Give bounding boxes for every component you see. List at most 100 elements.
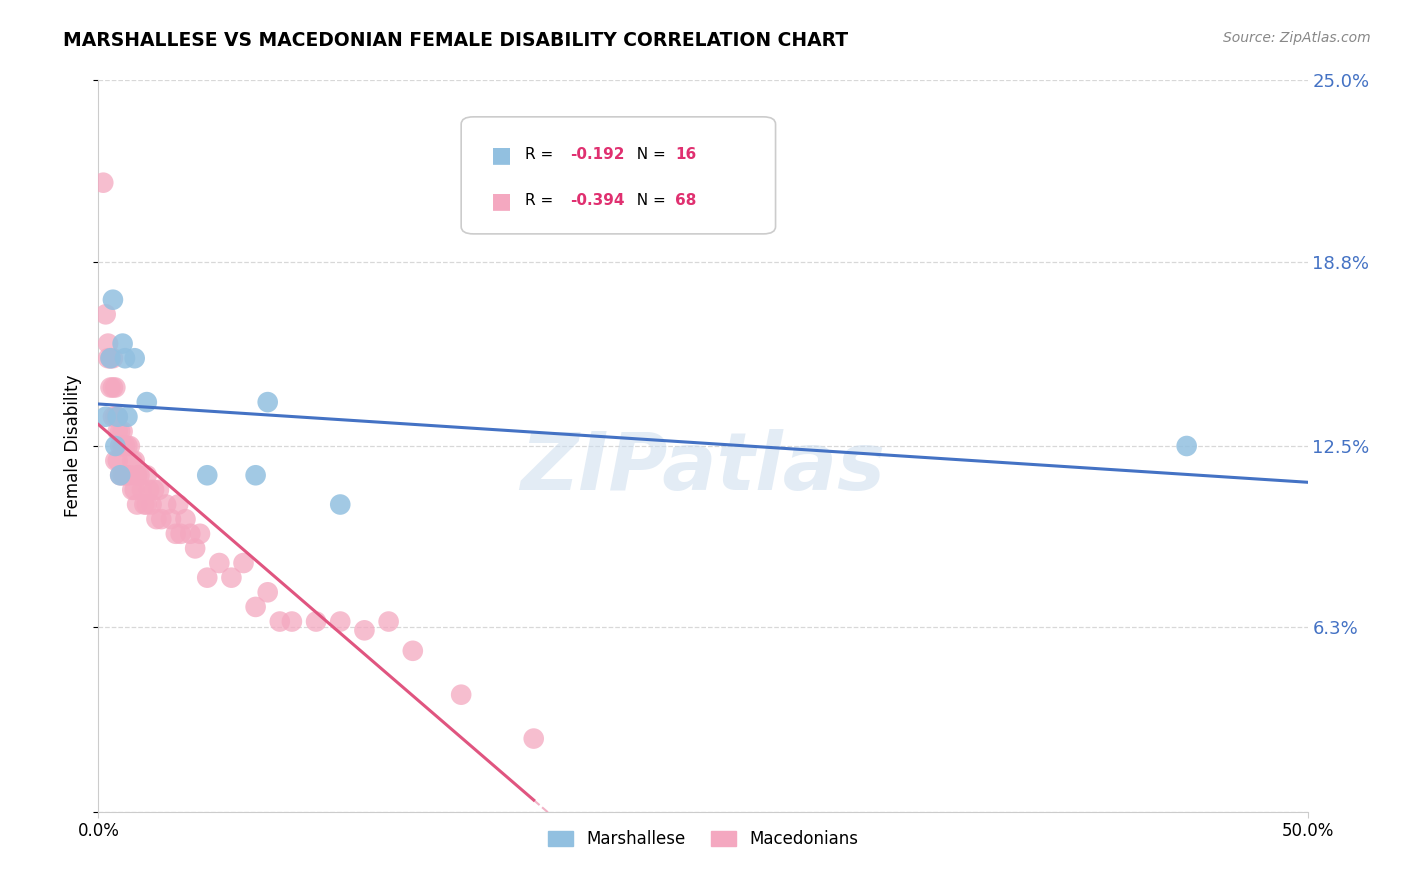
Point: [377, 615, 399, 629]
Point: [523, 731, 546, 746]
Point: [111, 336, 134, 351]
Point: [107, 409, 129, 424]
Point: [329, 498, 352, 512]
Point: [135, 498, 157, 512]
Point: [108, 468, 131, 483]
Point: [111, 439, 134, 453]
Point: [245, 599, 267, 614]
Point: [167, 498, 190, 512]
Point: [141, 498, 163, 512]
Text: 16: 16: [675, 147, 696, 162]
Point: [124, 351, 146, 366]
Point: [107, 409, 129, 424]
FancyBboxPatch shape: [461, 117, 776, 234]
Point: [124, 483, 146, 497]
Point: [108, 468, 131, 483]
Point: [155, 498, 177, 512]
Point: [184, 541, 207, 556]
Point: [127, 498, 149, 512]
Point: [97, 336, 120, 351]
Point: [305, 615, 328, 629]
Point: [100, 351, 122, 366]
Point: [114, 439, 136, 453]
Point: [195, 468, 218, 483]
Point: [104, 380, 127, 394]
Point: [114, 468, 136, 483]
Point: [97, 351, 120, 366]
Point: [131, 483, 153, 497]
Point: [117, 439, 139, 453]
Point: [108, 439, 131, 453]
Point: [118, 468, 141, 483]
Point: [143, 483, 166, 497]
Point: [208, 556, 231, 570]
Point: [150, 512, 173, 526]
Point: [108, 425, 131, 439]
Text: N =: N =: [627, 194, 671, 209]
Point: [100, 380, 122, 394]
Point: [329, 615, 352, 629]
Point: [111, 425, 134, 439]
Point: [145, 512, 167, 526]
Point: [221, 571, 243, 585]
Point: [101, 293, 124, 307]
Text: ■: ■: [492, 191, 512, 211]
Text: -0.394: -0.394: [569, 194, 624, 209]
Point: [118, 439, 141, 453]
Point: [232, 556, 254, 570]
Point: [121, 483, 143, 497]
Point: [195, 571, 218, 585]
Point: [104, 439, 127, 453]
Point: [402, 644, 425, 658]
Point: [174, 512, 197, 526]
Point: [107, 425, 129, 439]
Point: [165, 526, 187, 541]
Point: [100, 351, 122, 366]
Point: [138, 483, 160, 497]
Point: [124, 453, 146, 467]
Point: [148, 483, 170, 497]
Text: MARSHALLESE VS MACEDONIAN FEMALE DISABILITY CORRELATION CHART: MARSHALLESE VS MACEDONIAN FEMALE DISABIL…: [63, 31, 848, 50]
Point: [188, 526, 211, 541]
Point: [104, 453, 127, 467]
Text: Source: ZipAtlas.com: Source: ZipAtlas.com: [1223, 31, 1371, 45]
Text: ZIPatlas: ZIPatlas: [520, 429, 886, 507]
Point: [256, 585, 278, 599]
Point: [111, 468, 134, 483]
Point: [135, 395, 157, 409]
Point: [127, 468, 149, 483]
Point: [269, 615, 291, 629]
Point: [450, 688, 472, 702]
Point: [101, 380, 124, 394]
Point: [117, 409, 139, 424]
Point: [94, 409, 117, 424]
Point: [114, 351, 136, 366]
Text: N =: N =: [627, 147, 671, 162]
Point: [135, 468, 157, 483]
Point: [91, 176, 114, 190]
Legend: Marshallese, Macedonians: Marshallese, Macedonians: [541, 823, 865, 855]
Point: [121, 453, 143, 467]
Point: [117, 468, 139, 483]
Point: [169, 526, 191, 541]
Point: [104, 409, 127, 424]
Point: [281, 615, 304, 629]
Point: [353, 624, 375, 638]
Point: [134, 498, 156, 512]
Text: R =: R =: [526, 147, 558, 162]
Point: [94, 307, 117, 321]
Point: [160, 512, 183, 526]
Point: [179, 526, 201, 541]
Text: -0.192: -0.192: [569, 147, 624, 162]
Text: R =: R =: [526, 194, 558, 209]
Text: 68: 68: [675, 194, 696, 209]
Point: [128, 468, 150, 483]
Point: [256, 395, 278, 409]
Point: [101, 351, 124, 366]
Point: [1175, 439, 1198, 453]
Y-axis label: Female Disability: Female Disability: [65, 375, 83, 517]
Point: [107, 453, 129, 467]
Point: [101, 409, 124, 424]
Text: ■: ■: [492, 145, 512, 165]
Point: [245, 468, 267, 483]
